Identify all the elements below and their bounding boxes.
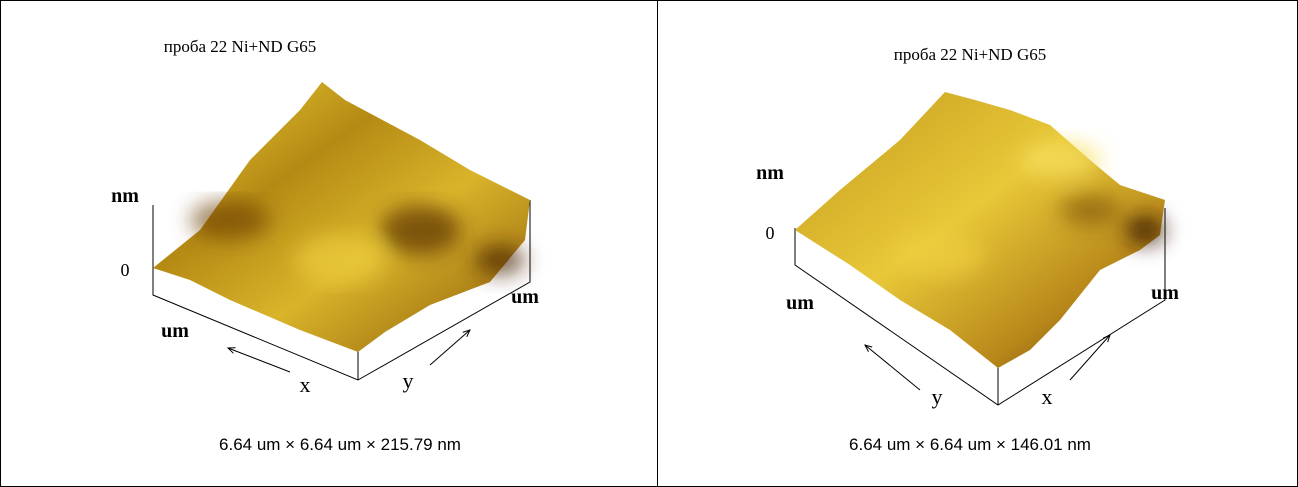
axis-unit: um <box>1151 282 1179 304</box>
z-unit: nm <box>111 185 139 207</box>
axis-unit: um <box>161 320 189 342</box>
axis-name: x <box>1042 384 1053 409</box>
axis-name: y <box>932 384 943 409</box>
caption: 6.64 um × 6.64 um × 215.79 nm <box>219 435 461 454</box>
z-unit: nm <box>756 162 784 184</box>
axis-arrow <box>1070 335 1110 380</box>
panel-title: проба 22 Ni+ND G65 <box>894 45 1046 64</box>
axis-arrow <box>228 348 290 372</box>
axis-unit: um <box>786 292 814 314</box>
z-zero: 0 <box>121 260 130 280</box>
caption: 6.64 um × 6.64 um × 146.01 nm <box>849 435 1091 454</box>
panel: проба 22 Ni+ND G65 nm 0 um um y x 6.64 u… <box>756 45 1179 454</box>
axis-arrow <box>865 345 920 390</box>
z-zero: 0 <box>766 223 775 243</box>
axis-unit: um <box>511 286 539 308</box>
axis-name: y <box>403 368 414 393</box>
panel: проба 22 Ni+ND G65 nm 0 um um x y 6.64 u… <box>111 37 539 454</box>
surface <box>795 92 1165 368</box>
figure-table: проба 22 Ni+ND G65 nm 0 um um x y 6.64 u… <box>0 0 1298 487</box>
panel-title: проба 22 Ni+ND G65 <box>164 37 316 56</box>
axis-name: x <box>300 372 311 397</box>
